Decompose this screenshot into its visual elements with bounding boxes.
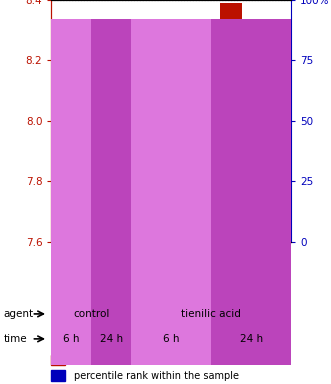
- Text: GSM205151: GSM205151: [227, 247, 236, 297]
- Bar: [91, 242, 131, 301]
- Bar: [51, 242, 91, 301]
- Text: percentile rank within the sample: percentile rank within the sample: [74, 371, 239, 381]
- Text: GSM205148: GSM205148: [147, 247, 156, 297]
- Text: time: time: [3, 334, 27, 344]
- Text: transformed count: transformed count: [74, 356, 165, 366]
- Text: control: control: [73, 309, 110, 319]
- Text: GSM205150: GSM205150: [107, 247, 116, 297]
- Text: GSM205149: GSM205149: [187, 247, 196, 297]
- Text: tienilic acid: tienilic acid: [181, 309, 241, 319]
- Bar: [51, 370, 65, 381]
- Bar: [260, 45, 282, 242]
- Bar: [140, 221, 162, 242]
- Text: 24 h: 24 h: [240, 334, 263, 344]
- Bar: [180, 184, 202, 242]
- Text: 24 h: 24 h: [100, 334, 123, 344]
- Text: agent: agent: [3, 309, 33, 319]
- Bar: [220, 3, 242, 242]
- Bar: [100, 21, 122, 242]
- Text: GSM205147: GSM205147: [67, 247, 76, 297]
- Text: 6 h: 6 h: [63, 334, 79, 344]
- Bar: [131, 242, 171, 301]
- Bar: [51, 355, 65, 365]
- Text: 6 h: 6 h: [163, 334, 179, 344]
- Bar: [251, 242, 291, 301]
- Bar: [60, 182, 82, 242]
- Bar: [211, 242, 251, 301]
- Bar: [171, 242, 211, 301]
- Text: GSM205152: GSM205152: [267, 247, 276, 297]
